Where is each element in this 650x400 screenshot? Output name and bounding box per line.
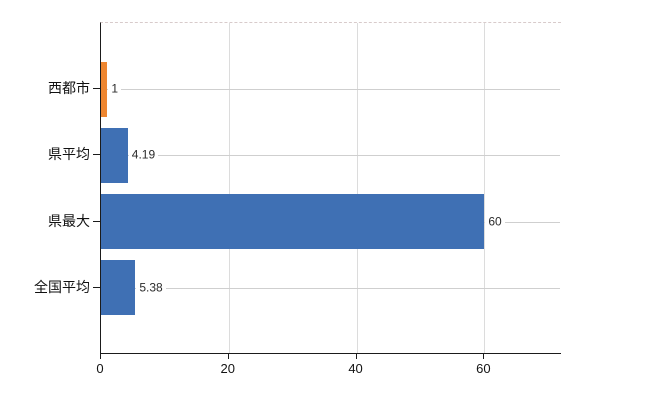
x-axis-tick	[355, 353, 357, 359]
y-axis-tick	[93, 220, 100, 222]
x-axis-tick-label: 0	[96, 361, 104, 376]
y-axis-tick	[93, 286, 100, 288]
bar	[101, 260, 136, 316]
bar	[101, 127, 128, 183]
gridline-horizontal	[101, 89, 560, 90]
category-label: 西都市	[48, 80, 90, 96]
bar	[101, 61, 108, 117]
x-axis-tick	[227, 353, 229, 359]
y-axis-tick	[93, 88, 100, 89]
x-axis-tick-label: 60	[476, 361, 491, 376]
y-axis-tick	[93, 154, 100, 156]
gridline-vertical	[228, 23, 230, 353]
category-label: 県平均	[48, 146, 90, 163]
category-label: 全国平均	[34, 278, 90, 295]
gridline-horizontal	[101, 155, 560, 157]
category-label: 県最大	[48, 212, 90, 229]
x-axis-tick-label: 20	[220, 361, 235, 376]
bar-value-label: 60	[485, 214, 505, 230]
gridline-vertical	[356, 23, 358, 353]
bar-value-label: 1	[108, 81, 122, 97]
x-axis-tick	[483, 353, 485, 359]
bar-value-label: 5.38	[136, 280, 166, 296]
bar-value-label: 4.19	[128, 147, 159, 163]
plot-area: 1 4.19 60 5.38	[100, 22, 561, 354]
x-axis-tick	[100, 353, 101, 359]
gridline-vertical	[484, 23, 486, 353]
x-axis-tick-label: 40	[348, 361, 363, 376]
gridline-horizontal	[101, 287, 560, 289]
bar	[101, 194, 485, 250]
